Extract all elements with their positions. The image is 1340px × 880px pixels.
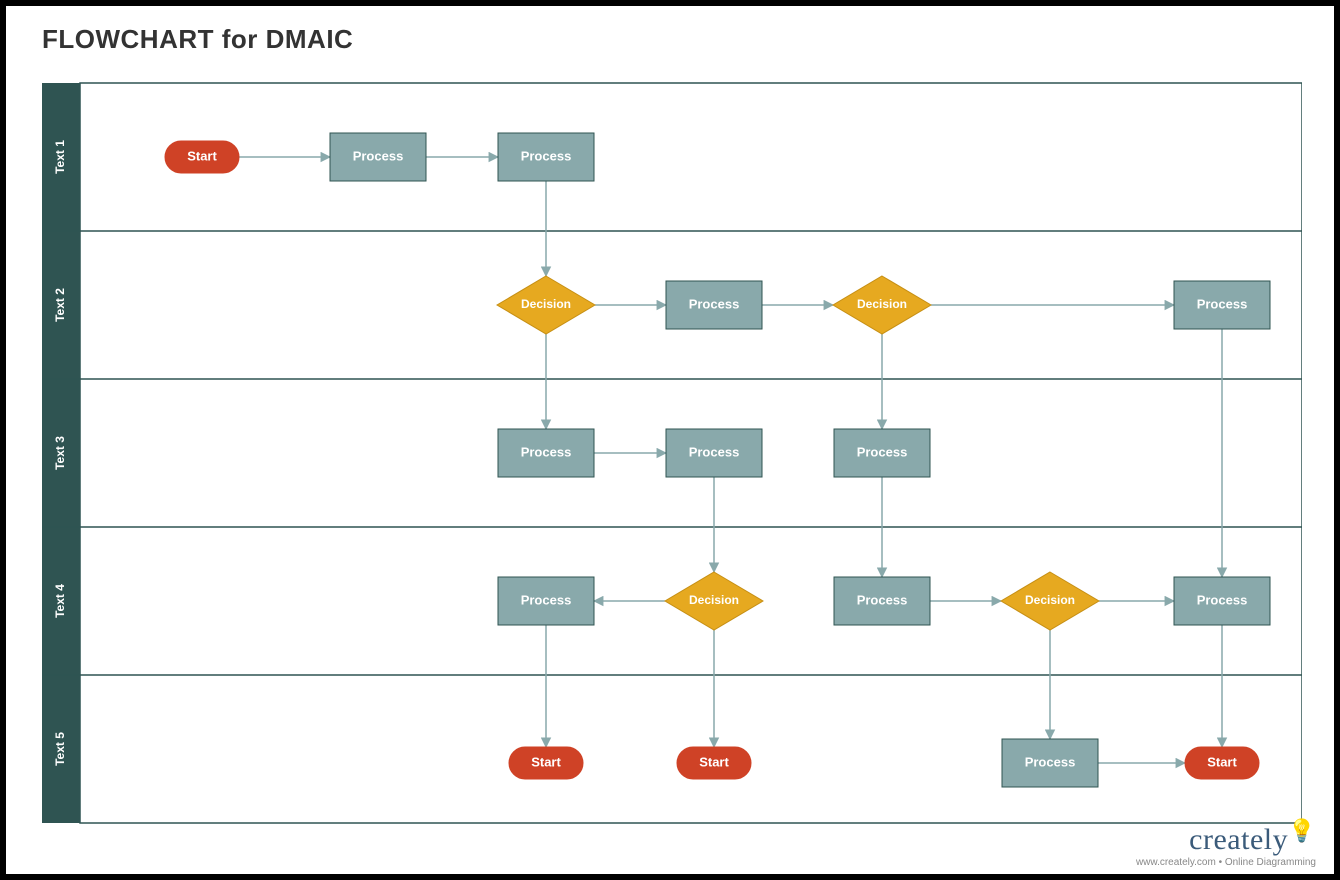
svg-text:Process: Process	[689, 296, 740, 311]
swimlane-label: Text 4	[53, 584, 67, 618]
svg-text:Start: Start	[187, 148, 217, 163]
svg-text:Decision: Decision	[857, 297, 907, 311]
flow-node-process: Process	[498, 577, 594, 625]
flow-node-process: Process	[1174, 281, 1270, 329]
swimlane-label: Text 5	[53, 732, 67, 766]
flowchart-canvas: Text 1 Text 2 Text 3 Text 4 Text 5 Start Proc…	[42, 67, 1302, 825]
svg-text:Start: Start	[531, 754, 561, 769]
flow-node-terminator: Start	[677, 747, 751, 779]
flow-node-process: Process	[330, 133, 426, 181]
page-frame: FLOWCHART for DMAIC Text 1Text 2Text 3Te…	[0, 0, 1340, 880]
svg-text:Decision: Decision	[521, 297, 571, 311]
flow-node-decision: Decision	[497, 276, 595, 334]
svg-text:Process: Process	[521, 592, 572, 607]
flow-node-process: Process	[498, 133, 594, 181]
page-title: FLOWCHART for DMAIC	[24, 24, 1316, 67]
svg-text:Process: Process	[689, 444, 740, 459]
footer: creately💡 www.creately.com • Online Diag…	[1136, 820, 1316, 868]
svg-text:Start: Start	[699, 754, 729, 769]
svg-text:Process: Process	[1025, 754, 1076, 769]
swimlane-label: Text 1	[53, 140, 67, 174]
flow-node-process: Process	[1002, 739, 1098, 787]
flow-node-decision: Decision	[833, 276, 931, 334]
svg-text:Process: Process	[857, 444, 908, 459]
svg-text:Start: Start	[1207, 754, 1237, 769]
flow-node-terminator: Start	[509, 747, 583, 779]
svg-text:Process: Process	[857, 592, 908, 607]
flow-node-terminator: Start	[165, 141, 239, 173]
flow-node-decision: Decision	[1001, 572, 1099, 630]
flow-node-process: Process	[666, 429, 762, 477]
flow-node-process: Process	[666, 281, 762, 329]
swimlane-label: Text 3	[53, 436, 67, 470]
flow-node-terminator: Start	[1185, 747, 1259, 779]
brand-text: creately	[1189, 823, 1288, 856]
brand-tagline: www.creately.com • Online Diagramming	[1136, 857, 1316, 868]
flow-node-process: Process	[1174, 577, 1270, 625]
svg-text:Process: Process	[521, 444, 572, 459]
flow-node-process: Process	[834, 577, 930, 625]
svg-text:Process: Process	[1197, 296, 1248, 311]
flow-node-process: Process	[498, 429, 594, 477]
swimlane-label: Text 2	[53, 288, 67, 322]
svg-text:Process: Process	[521, 148, 572, 163]
lightbulb-icon: 💡	[1288, 818, 1316, 843]
brand-logo: creately💡	[1136, 820, 1316, 855]
flow-node-process: Process	[834, 429, 930, 477]
svg-text:Decision: Decision	[689, 593, 739, 607]
svg-text:Decision: Decision	[1025, 593, 1075, 607]
flow-node-decision: Decision	[665, 572, 763, 630]
svg-text:Process: Process	[1197, 592, 1248, 607]
svg-text:Process: Process	[353, 148, 404, 163]
